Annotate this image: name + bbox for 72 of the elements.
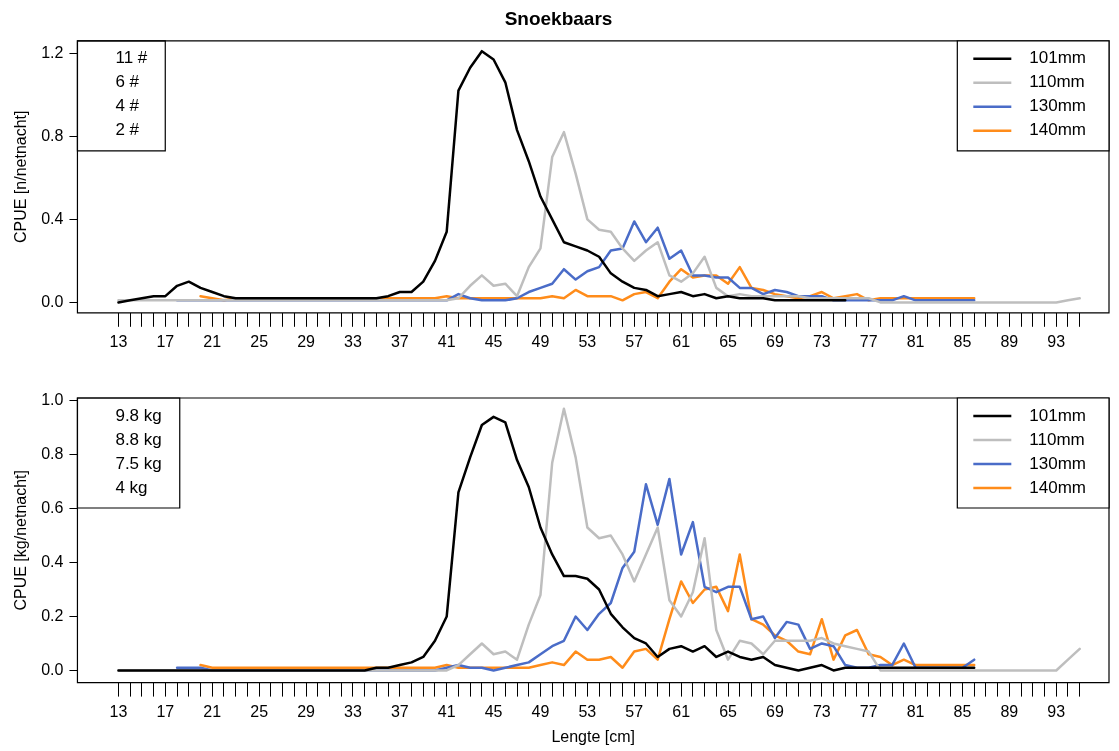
- x-tick-label: 29: [297, 332, 316, 350]
- x-tick-label: 49: [531, 702, 550, 720]
- x-tick-label: 73: [812, 332, 831, 350]
- y-tick-label: 0.2: [41, 606, 64, 624]
- x-tick-label: 69: [766, 332, 784, 350]
- x-tick-label: 57: [625, 702, 644, 720]
- x-tick-label: 21: [203, 332, 222, 350]
- y-axis-title: CPUE [kg/netnacht]: [12, 470, 30, 611]
- x-tick-label: 25: [250, 332, 269, 350]
- x-tick-label: 81: [906, 702, 925, 720]
- y-tick-label: 0.0: [41, 660, 64, 678]
- annotation: 6 #: [115, 72, 140, 92]
- y-tick-label: 0.4: [41, 209, 64, 227]
- x-tick-label: 25: [250, 702, 269, 720]
- y-tick-label: 1.2: [41, 43, 64, 61]
- x-tick-label: 17: [156, 702, 175, 720]
- legend-label: 110mm: [1029, 429, 1085, 449]
- x-tick-label: 57: [625, 332, 644, 350]
- x-tick-label: 89: [1000, 702, 1019, 720]
- x-tick-label: 53: [578, 702, 597, 720]
- x-tick-label: 89: [1000, 332, 1019, 350]
- annotation: 9.8 kg: [115, 405, 162, 425]
- x-axis-title: Lengte [cm]: [551, 727, 636, 745]
- x-tick-label: 85: [953, 332, 972, 350]
- x-tick-label: 41: [437, 332, 456, 350]
- x-tick-label: 61: [672, 702, 691, 720]
- annotation: 4 kg: [115, 477, 148, 497]
- annotation: 4 #: [115, 96, 140, 116]
- x-tick-label: 13: [109, 332, 128, 350]
- annotation: 11 #: [115, 48, 148, 68]
- y-tick-label: 0.6: [41, 499, 64, 517]
- x-tick-label: 41: [437, 702, 456, 720]
- annotation: 2 #: [115, 120, 140, 140]
- x-tick-label: 65: [719, 332, 738, 350]
- x-tick-label: 77: [859, 702, 878, 720]
- y-tick-label: 0.4: [41, 552, 64, 570]
- x-tick-label: 53: [578, 332, 597, 350]
- x-tick-label: 93: [1047, 702, 1066, 720]
- y-tick-label: 0.0: [41, 292, 64, 310]
- annotation: 7.5 kg: [115, 453, 162, 473]
- x-tick-label: 45: [484, 702, 503, 720]
- y-tick-label: 1.0: [41, 391, 64, 409]
- legend-label: 110mm: [1029, 72, 1085, 92]
- annotation: 8.8 kg: [115, 429, 162, 449]
- legend-label: 130mm: [1029, 453, 1086, 473]
- y-tick-label: 0.8: [41, 126, 64, 144]
- legend-label: 130mm: [1029, 96, 1086, 116]
- legend-label: 140mm: [1029, 477, 1086, 497]
- x-tick-label: 37: [390, 702, 409, 720]
- x-tick-label: 45: [484, 332, 503, 350]
- x-tick-label: 29: [297, 702, 316, 720]
- x-tick-label: 37: [390, 332, 409, 350]
- chart-title: Snoekbaars: [504, 7, 613, 29]
- x-tick-label: 73: [812, 702, 831, 720]
- x-tick-label: 17: [156, 332, 175, 350]
- x-tick-label: 21: [203, 702, 222, 720]
- legend-label: 101mm: [1029, 48, 1086, 68]
- x-tick-label: 65: [719, 702, 738, 720]
- x-tick-label: 81: [906, 332, 925, 350]
- x-tick-label: 61: [672, 332, 691, 350]
- legend-label: 140mm: [1029, 120, 1086, 140]
- x-tick-label: 85: [953, 702, 972, 720]
- x-tick-label: 93: [1047, 332, 1066, 350]
- x-tick-label: 69: [766, 702, 784, 720]
- x-tick-label: 33: [344, 332, 362, 350]
- y-tick-label: 0.8: [41, 445, 64, 463]
- y-axis-title: CPUE [n/netnacht]: [12, 110, 30, 244]
- x-tick-label: 13: [109, 702, 128, 720]
- x-tick-label: 77: [859, 332, 878, 350]
- x-tick-label: 49: [531, 332, 550, 350]
- legend-label: 101mm: [1029, 405, 1086, 425]
- x-tick-label: 33: [344, 702, 362, 720]
